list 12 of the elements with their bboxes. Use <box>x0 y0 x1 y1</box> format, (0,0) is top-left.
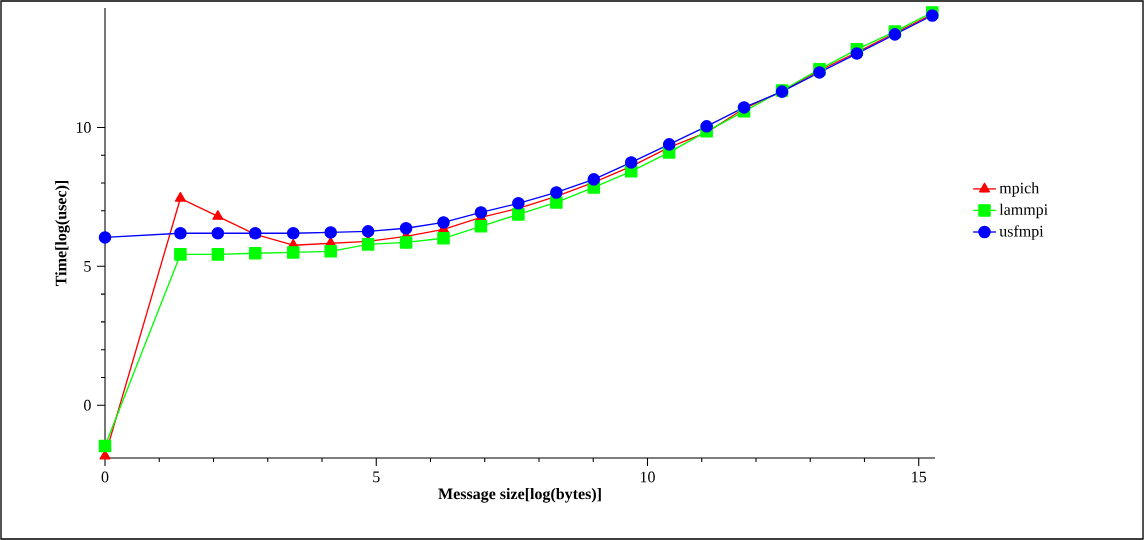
x-tick-label: 5 <box>373 471 380 483</box>
legend-label: lammpi <box>999 203 1048 219</box>
y-tick-label: 10 <box>76 122 91 133</box>
x-axis-title: Message size[log(bytes)] <box>438 487 601 503</box>
legend-label: mpich <box>999 182 1040 197</box>
x-tick-label: 0 <box>101 471 109 483</box>
x-tick-label: 10 <box>640 471 655 483</box>
y-axis-title: Time[log(usec)] <box>55 181 70 286</box>
legend-label: usfmpi <box>999 225 1044 240</box>
x-tick-label: 15 <box>912 471 927 483</box>
y-tick-label: 5 <box>84 261 91 272</box>
y-tick-label: 0 <box>84 399 91 411</box>
